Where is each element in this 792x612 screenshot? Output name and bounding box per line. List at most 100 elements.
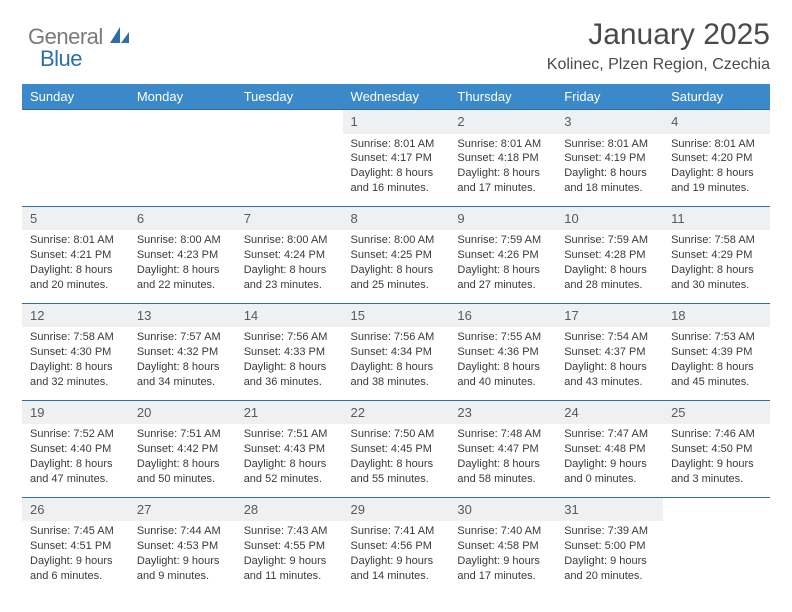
day-number-cell: 16 xyxy=(449,303,556,327)
day-detail-cell: Sunrise: 7:58 AMSunset: 4:29 PMDaylight:… xyxy=(663,230,770,303)
logo-sail-icon xyxy=(109,26,131,49)
day-number-cell: 25 xyxy=(663,400,770,424)
day-number-cell: 30 xyxy=(449,497,556,521)
day-detail-line: Daylight: 9 hours and 9 minutes. xyxy=(137,554,228,584)
day-number-cell: 19 xyxy=(22,400,129,424)
day-detail-line: Sunset: 4:55 PM xyxy=(244,539,335,554)
day-detail-line: Sunset: 4:50 PM xyxy=(671,442,762,457)
day-detail-cell: Sunrise: 8:00 AMSunset: 4:24 PMDaylight:… xyxy=(236,230,343,303)
day-detail-line: Sunrise: 7:58 AM xyxy=(30,330,121,345)
day-number-row: 12131415161718 xyxy=(22,303,770,327)
day-detail-line: Sunrise: 7:51 AM xyxy=(137,427,228,442)
day-detail-line: Daylight: 8 hours and 40 minutes. xyxy=(457,360,548,390)
day-number-row: 1234 xyxy=(22,110,770,134)
day-detail-line: Daylight: 9 hours and 6 minutes. xyxy=(30,554,121,584)
day-detail-cell: Sunrise: 7:52 AMSunset: 4:40 PMDaylight:… xyxy=(22,424,129,497)
day-detail-line: Sunset: 4:37 PM xyxy=(564,345,655,360)
day-detail-line: Sunrise: 7:47 AM xyxy=(564,427,655,442)
day-detail-line: Sunset: 4:40 PM xyxy=(30,442,121,457)
day-number-cell: 2 xyxy=(449,110,556,134)
day-detail-line: Sunrise: 7:59 AM xyxy=(564,233,655,248)
day-detail-line: Sunset: 5:00 PM xyxy=(564,539,655,554)
day-detail-line: Sunrise: 7:39 AM xyxy=(564,524,655,539)
day-detail-line: Daylight: 8 hours and 47 minutes. xyxy=(30,457,121,487)
day-detail-line: Daylight: 8 hours and 28 minutes. xyxy=(564,263,655,293)
day-detail-line: Sunset: 4:20 PM xyxy=(671,151,762,166)
day-number-row: 262728293031 xyxy=(22,497,770,521)
day-detail-line: Daylight: 8 hours and 52 minutes. xyxy=(244,457,335,487)
day-number-cell: 27 xyxy=(129,497,236,521)
day-number-cell xyxy=(22,110,129,134)
header: January 2025 Kolinec, Plzen Region, Czec… xyxy=(22,18,770,74)
day-detail-line: Daylight: 8 hours and 23 minutes. xyxy=(244,263,335,293)
location-subtitle: Kolinec, Plzen Region, Czechia xyxy=(22,56,770,74)
day-detail-row: Sunrise: 8:01 AMSunset: 4:21 PMDaylight:… xyxy=(22,230,770,303)
day-number-cell: 18 xyxy=(663,303,770,327)
day-number-cell: 3 xyxy=(556,110,663,134)
day-number-cell xyxy=(129,110,236,134)
day-detail-cell: Sunrise: 7:56 AMSunset: 4:34 PMDaylight:… xyxy=(343,327,450,400)
day-detail-line: Sunset: 4:17 PM xyxy=(351,151,442,166)
day-detail-line: Sunrise: 8:01 AM xyxy=(564,137,655,152)
day-detail-row: Sunrise: 7:52 AMSunset: 4:40 PMDaylight:… xyxy=(22,424,770,497)
day-detail-line: Sunrise: 7:57 AM xyxy=(137,330,228,345)
day-number-cell: 14 xyxy=(236,303,343,327)
day-detail-line: Sunset: 4:25 PM xyxy=(351,248,442,263)
day-detail-line: Daylight: 8 hours and 16 minutes. xyxy=(351,166,442,196)
day-detail-line: Daylight: 8 hours and 55 minutes. xyxy=(351,457,442,487)
day-detail-line: Sunrise: 7:40 AM xyxy=(457,524,548,539)
day-detail-line: Daylight: 8 hours and 58 minutes. xyxy=(457,457,548,487)
day-detail-line: Sunrise: 7:53 AM xyxy=(671,330,762,345)
day-detail-line: Daylight: 8 hours and 45 minutes. xyxy=(671,360,762,390)
day-detail-cell: Sunrise: 7:47 AMSunset: 4:48 PMDaylight:… xyxy=(556,424,663,497)
day-detail-line: Daylight: 9 hours and 17 minutes. xyxy=(457,554,548,584)
day-detail-line: Sunrise: 7:44 AM xyxy=(137,524,228,539)
day-detail-cell: Sunrise: 7:57 AMSunset: 4:32 PMDaylight:… xyxy=(129,327,236,400)
day-detail-row: Sunrise: 7:45 AMSunset: 4:51 PMDaylight:… xyxy=(22,521,770,593)
day-detail-cell: Sunrise: 7:55 AMSunset: 4:36 PMDaylight:… xyxy=(449,327,556,400)
day-detail-line: Sunset: 4:28 PM xyxy=(564,248,655,263)
day-detail-cell: Sunrise: 7:44 AMSunset: 4:53 PMDaylight:… xyxy=(129,521,236,593)
day-detail-line: Sunset: 4:21 PM xyxy=(30,248,121,263)
day-detail-cell xyxy=(236,134,343,207)
day-number-cell xyxy=(663,497,770,521)
day-detail-line: Sunrise: 8:01 AM xyxy=(671,137,762,152)
day-detail-line: Daylight: 8 hours and 18 minutes. xyxy=(564,166,655,196)
day-detail-line: Daylight: 9 hours and 11 minutes. xyxy=(244,554,335,584)
day-detail-cell: Sunrise: 7:43 AMSunset: 4:55 PMDaylight:… xyxy=(236,521,343,593)
day-number-cell: 24 xyxy=(556,400,663,424)
day-detail-line: Daylight: 8 hours and 19 minutes. xyxy=(671,166,762,196)
day-detail-line: Sunrise: 7:43 AM xyxy=(244,524,335,539)
day-detail-cell xyxy=(22,134,129,207)
day-number-cell: 9 xyxy=(449,206,556,230)
day-detail-line: Sunset: 4:32 PM xyxy=(137,345,228,360)
weekday-header: Wednesday xyxy=(343,84,450,110)
day-detail-line: Sunrise: 7:58 AM xyxy=(671,233,762,248)
day-detail-line: Daylight: 8 hours and 17 minutes. xyxy=(457,166,548,196)
logo-word2: Blue xyxy=(40,46,82,71)
day-detail-row: Sunrise: 7:58 AMSunset: 4:30 PMDaylight:… xyxy=(22,327,770,400)
day-detail-cell: Sunrise: 8:01 AMSunset: 4:21 PMDaylight:… xyxy=(22,230,129,303)
day-detail-cell: Sunrise: 8:00 AMSunset: 4:23 PMDaylight:… xyxy=(129,230,236,303)
day-detail-line: Sunset: 4:42 PM xyxy=(137,442,228,457)
day-number-cell: 20 xyxy=(129,400,236,424)
day-detail-cell: Sunrise: 8:01 AMSunset: 4:17 PMDaylight:… xyxy=(343,134,450,207)
day-detail-line: Daylight: 8 hours and 25 minutes. xyxy=(351,263,442,293)
day-number-cell: 23 xyxy=(449,400,556,424)
day-detail-cell: Sunrise: 8:01 AMSunset: 4:19 PMDaylight:… xyxy=(556,134,663,207)
day-detail-cell xyxy=(663,521,770,593)
day-detail-cell: Sunrise: 7:54 AMSunset: 4:37 PMDaylight:… xyxy=(556,327,663,400)
day-detail-line: Sunrise: 8:00 AM xyxy=(351,233,442,248)
day-detail-line: Sunset: 4:39 PM xyxy=(671,345,762,360)
weekday-header: Saturday xyxy=(663,84,770,110)
day-detail-cell: Sunrise: 8:01 AMSunset: 4:18 PMDaylight:… xyxy=(449,134,556,207)
calendar-table: Sunday Monday Tuesday Wednesday Thursday… xyxy=(22,84,770,594)
day-detail-line: Sunrise: 7:55 AM xyxy=(457,330,548,345)
day-detail-line: Sunrise: 8:00 AM xyxy=(137,233,228,248)
day-detail-line: Sunrise: 7:52 AM xyxy=(30,427,121,442)
day-number-row: 567891011 xyxy=(22,206,770,230)
day-detail-cell: Sunrise: 7:53 AMSunset: 4:39 PMDaylight:… xyxy=(663,327,770,400)
day-detail-cell: Sunrise: 7:51 AMSunset: 4:43 PMDaylight:… xyxy=(236,424,343,497)
day-detail-line: Sunset: 4:51 PM xyxy=(30,539,121,554)
day-number-cell: 1 xyxy=(343,110,450,134)
